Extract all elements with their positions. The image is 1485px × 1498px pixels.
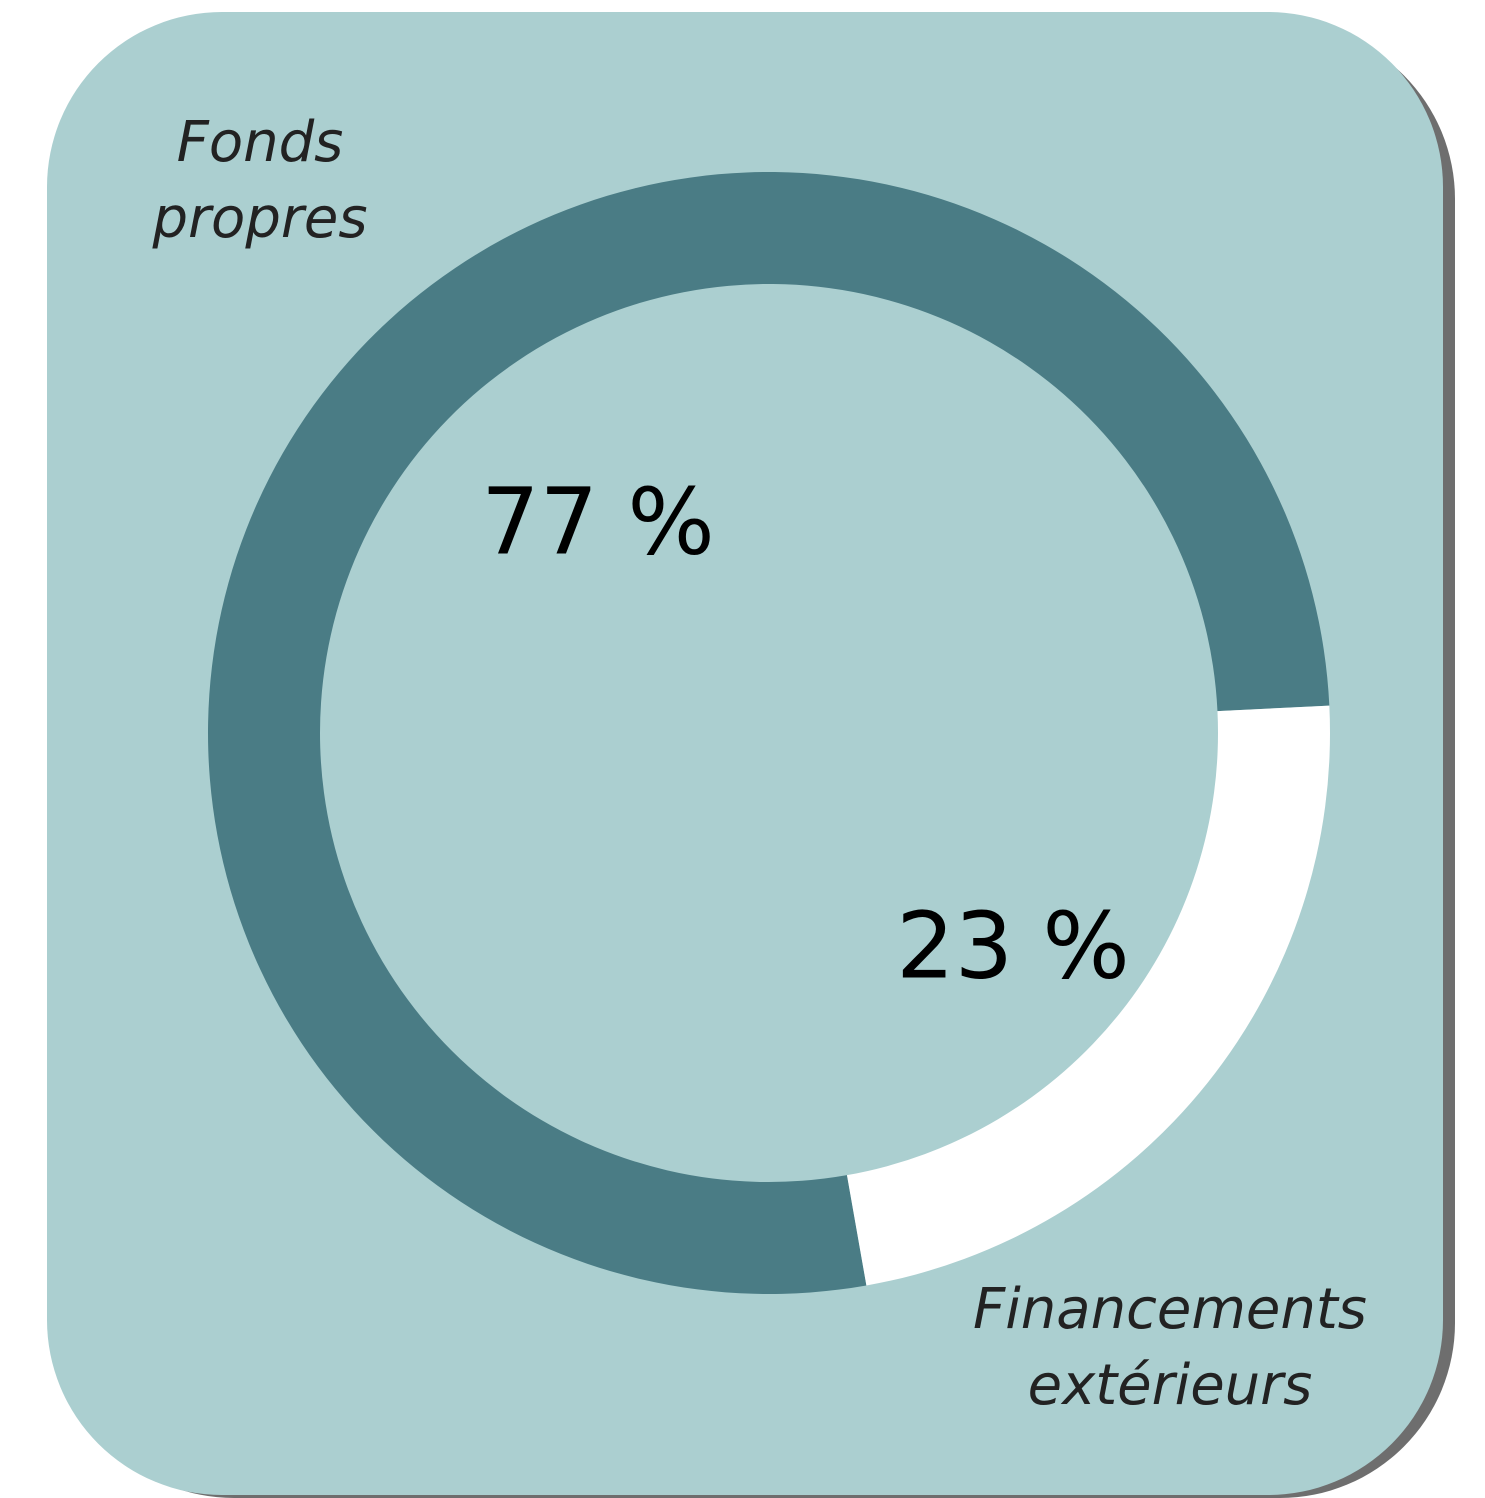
donut: 77 % 23 % bbox=[207, 171, 1330, 1294]
value-label: 23 % bbox=[896, 892, 1130, 999]
donut-segment bbox=[846, 705, 1330, 1286]
category-label: Financements extérieurs bbox=[973, 1277, 1367, 1418]
value-label: 77 % bbox=[481, 468, 715, 575]
category-label: Fonds propres bbox=[152, 110, 368, 251]
